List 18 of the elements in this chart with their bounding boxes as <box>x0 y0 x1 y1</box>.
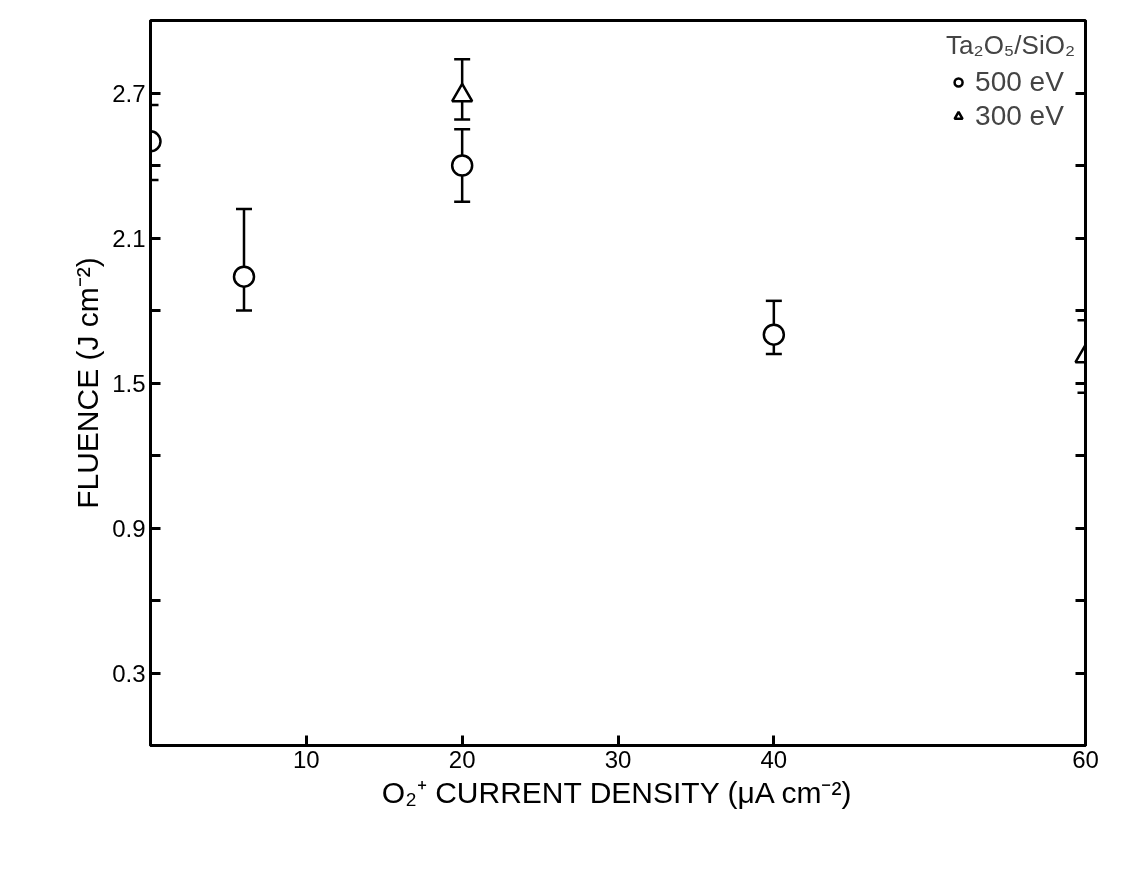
x-tick-label: 40 <box>760 745 788 773</box>
point <box>450 154 474 177</box>
y-tick-label: 2.1 <box>112 224 146 252</box>
y-tick-label: 0.9 <box>112 514 146 542</box>
legend-label: 300 eV <box>975 100 1064 132</box>
y-tick-label: 0.3 <box>112 659 146 687</box>
x-tick-label: 20 <box>448 745 476 773</box>
legend-title: Ta₂O₅/SiO₂ <box>946 30 1075 61</box>
point <box>762 323 786 346</box>
y-tick-label: 1.5 <box>112 369 146 397</box>
y-axis-title: FLUENCE (J cm⁻²) <box>71 257 105 509</box>
legend-label: 500 eV <box>975 66 1064 98</box>
x-tick-label: 60 <box>1072 745 1099 773</box>
x-axis-title: O₂⁺ CURRENT DENSITY (μA cm⁻²) <box>381 775 852 809</box>
x-tick-label: 30 <box>604 745 632 773</box>
point <box>232 265 256 288</box>
y-tick-label: 2.7 <box>112 79 146 107</box>
x-tick-label: 10 <box>292 745 320 773</box>
